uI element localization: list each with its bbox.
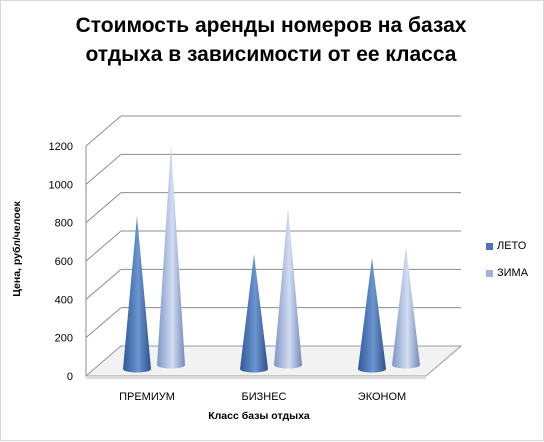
x-tick-label: БИЗНЕС (242, 391, 287, 403)
y-tick-label: 600 (55, 256, 73, 268)
cone-winter-2 (392, 246, 420, 369)
y-tick-label: 1200 (49, 141, 73, 153)
gridline-depth (85, 153, 122, 185)
x-tick-label: ПРЕМИУМ (119, 391, 175, 403)
legend: ЛЕТО ЗИМА (486, 238, 528, 292)
legend-swatch-winter (486, 269, 493, 277)
gridline-depth (85, 307, 122, 339)
gridline-depth (85, 268, 122, 300)
y-tick-label: 1000 (49, 179, 73, 191)
gridline-depth (85, 230, 122, 262)
y-tick-label: 0 (67, 371, 73, 383)
chart-title: Стоимость аренды номеров на базах отдыха… (75, 14, 467, 66)
gridline-depth (85, 115, 122, 147)
legend-item-summer: ЛЕТО (486, 238, 528, 254)
chart-floor-edge (86, 376, 426, 379)
legend-swatch-summer (486, 242, 493, 250)
legend-label-winter: ЗИМА (497, 267, 529, 279)
legend-item-winter: ЗИМА (486, 265, 528, 281)
x-axis-title: Класс базы отдыха (208, 410, 310, 422)
cone-summer-2 (358, 257, 386, 373)
legend-label-summer: ЛЕТО (497, 240, 527, 252)
gridline-depth (85, 192, 122, 224)
cone-winter-0 (157, 144, 185, 369)
cone-summer-0 (123, 215, 151, 373)
cone-winter-1 (274, 207, 302, 369)
x-tick-label: ЭКОНОМ (358, 391, 406, 403)
y-tick-label: 400 (55, 294, 73, 306)
cone-summer-1 (240, 254, 268, 373)
y-tick-label: 200 (55, 333, 73, 345)
y-tick-label: 800 (55, 218, 73, 230)
y-axis-title: Цена, рубл/челоек (11, 201, 23, 297)
